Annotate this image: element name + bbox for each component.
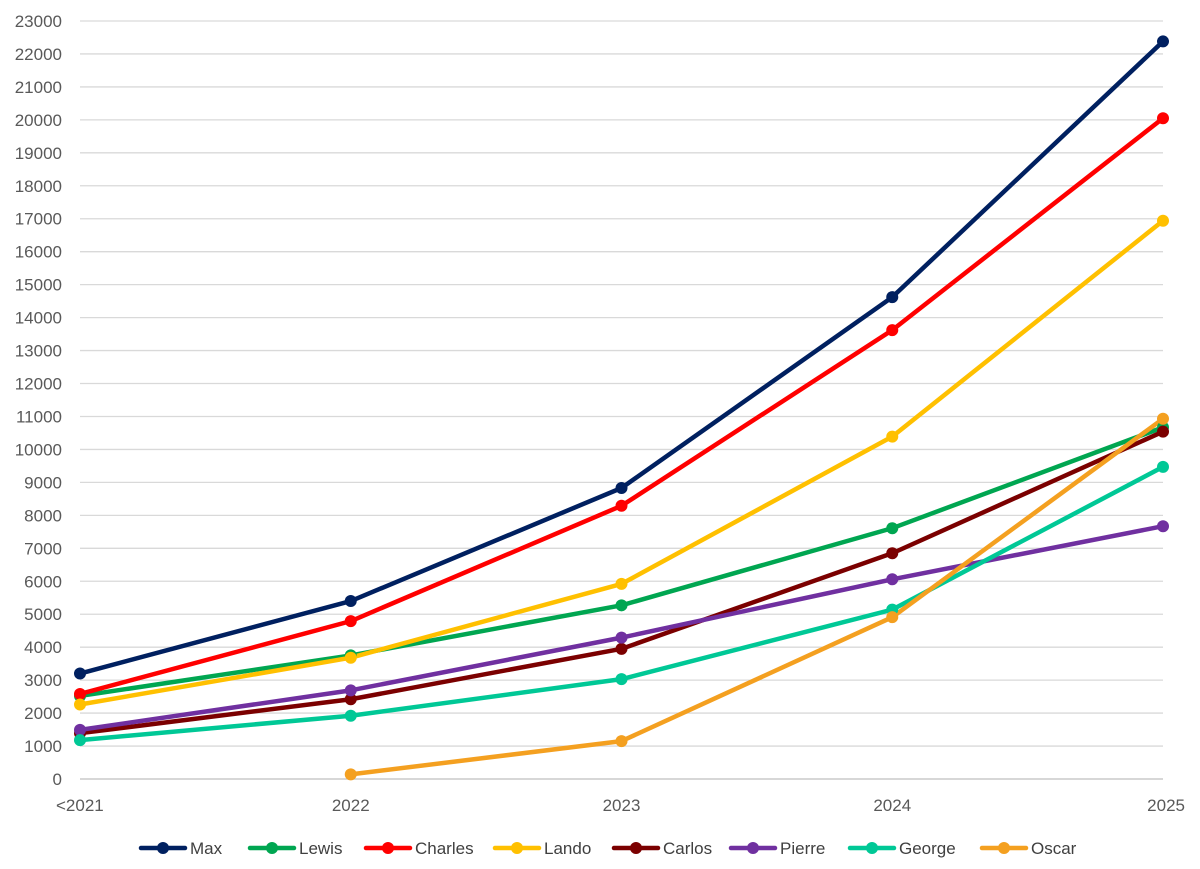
y-tick-label: 6000 (24, 572, 62, 591)
y-tick-label: 2000 (24, 704, 62, 723)
legend-item-carlos: Carlos (611, 839, 712, 858)
x-tick-label: 2025 (1147, 796, 1185, 815)
data-point-lando (615, 577, 628, 590)
gridlines (80, 20, 1163, 780)
y-tick-label: 18000 (15, 177, 62, 196)
y-tick-label: 23000 (15, 12, 62, 31)
y-tick-label: 16000 (15, 243, 62, 262)
data-point-lando (1157, 214, 1169, 227)
legend-label: Lewis (299, 839, 342, 858)
legend-label: Carlos (663, 839, 712, 858)
legend-item-charles: Charles (363, 839, 474, 858)
data-point-pierre (74, 723, 86, 736)
legend-marker-swatch (511, 842, 523, 854)
data-point-charles (886, 324, 899, 337)
legend-marker-swatch (157, 842, 169, 854)
data-point-lando (886, 430, 899, 443)
data-point-george (615, 673, 628, 686)
y-tick-label: 20000 (15, 111, 62, 130)
y-tick-label: 8000 (24, 506, 62, 525)
legend-marker-swatch (266, 842, 278, 854)
data-point-carlos (886, 547, 899, 560)
data-point-pierre (1157, 520, 1169, 533)
x-tick-label: <2021 (56, 796, 104, 815)
legend-marker-swatch (866, 842, 878, 854)
y-tick-label: 7000 (24, 539, 62, 558)
data-point-carlos (1157, 425, 1169, 438)
data-point-pierre (615, 631, 628, 644)
series-line-lewis (77, 425, 1166, 699)
y-tick-label: 5000 (24, 605, 62, 624)
y-tick-label: 4000 (24, 638, 62, 657)
y-tick-label: 19000 (15, 144, 62, 163)
legend-item-george: George (847, 839, 956, 858)
data-point-carlos (615, 642, 628, 655)
data-point-pierre (886, 573, 899, 586)
legend-marker-swatch (630, 842, 642, 854)
legend-marker-swatch (998, 842, 1010, 854)
x-tick-label: 2023 (603, 796, 641, 815)
y-tick-label: 3000 (24, 671, 62, 690)
legend-label: Oscar (1031, 839, 1077, 858)
legend-marker-swatch (747, 842, 759, 854)
y-tick-label: 17000 (15, 210, 62, 229)
data-point-max (615, 481, 628, 494)
data-point-george (1157, 460, 1169, 473)
data-point-max (344, 595, 357, 608)
data-point-charles (615, 499, 628, 512)
y-tick-label: 15000 (15, 276, 62, 295)
legend-label: Charles (415, 839, 474, 858)
series-line-oscar (348, 416, 1166, 777)
data-point-george (74, 734, 86, 747)
series-lines (77, 39, 1166, 777)
legend-item-lewis: Lewis (247, 839, 342, 858)
data-point-oscar (886, 611, 899, 624)
y-tick-label: 22000 (15, 45, 62, 64)
data-point-oscar (1157, 412, 1169, 425)
legend-label: Max (190, 839, 223, 858)
legend-item-lando: Lando (492, 839, 591, 858)
data-point-lewis (615, 599, 628, 612)
series-points (74, 35, 1169, 781)
y-tick-label: 9000 (24, 473, 62, 492)
legend-label: Pierre (780, 839, 825, 858)
x-tick-label: 2024 (873, 796, 911, 815)
legend-label: George (899, 839, 956, 858)
y-tick-label: 12000 (15, 375, 62, 394)
x-axis-tick-labels: <2021 2022 2023 2024 2025 (56, 796, 1185, 815)
data-point-max (1157, 35, 1169, 48)
data-point-charles (74, 687, 86, 700)
data-point-charles (344, 615, 357, 628)
legend-label: Lando (544, 839, 591, 858)
data-point-oscar (615, 735, 628, 748)
data-point-carlos (344, 693, 357, 706)
data-point-oscar (344, 768, 357, 781)
data-point-charles (1157, 112, 1169, 125)
legend-item-pierre: Pierre (728, 839, 825, 858)
data-point-max (74, 667, 86, 680)
y-tick-label: 10000 (15, 440, 62, 459)
legend-item-max: Max (138, 839, 223, 858)
data-point-max (886, 291, 899, 304)
data-point-lando (344, 651, 357, 664)
data-point-george (344, 709, 357, 722)
y-tick-label: 1000 (24, 737, 62, 756)
legend: Max Lewis Charles Lando Carlos Pierre George Os… (138, 839, 1077, 858)
data-point-lando (74, 698, 86, 711)
x-tick-label: 2022 (332, 796, 370, 815)
data-point-pierre (344, 684, 357, 697)
legend-item-oscar: Oscar (979, 839, 1077, 858)
y-tick-label: 0 (53, 770, 62, 789)
y-tick-label: 11000 (16, 407, 62, 426)
y-tick-label: 21000 (15, 78, 62, 97)
data-point-lewis (886, 522, 899, 535)
y-tick-label: 14000 (15, 309, 62, 328)
y-axis-tick-labels: 0 1000 2000 3000 4000 5000 6000 7000 8000 9000 100… (15, 12, 62, 789)
y-tick-label: 13000 (15, 342, 62, 361)
legend-marker-swatch (382, 842, 394, 854)
